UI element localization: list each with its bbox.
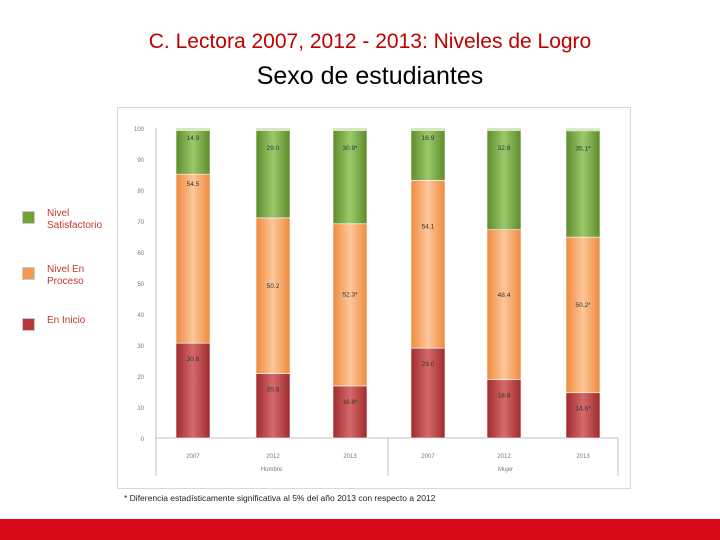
bar-cap <box>256 128 290 131</box>
y-tick-label: 90 <box>137 158 144 164</box>
legend-item-inicio: En Inicio <box>22 315 117 331</box>
data-label-inicio: 18.8 <box>498 393 511 400</box>
bar-segment-inicio <box>175 342 211 439</box>
bar-cap <box>411 128 445 131</box>
y-tick-label: 80 <box>137 189 144 195</box>
bar-segment-proceso <box>332 223 368 387</box>
bar-segment-inicio <box>486 379 522 439</box>
chart-area: 0 10 20 30 40 50 60 70 80 90 100 30.6 20.8 16.8* 29.0 1… <box>117 107 631 489</box>
legend-label-proceso: Nivel En Proceso <box>47 264 85 287</box>
bar-segment-satisfactorio <box>486 127 522 230</box>
y-tick-label: 60 <box>137 251 144 257</box>
data-label-satisfactorio: 35.1* <box>575 145 591 152</box>
data-label-satisfactorio: 30.9* <box>342 145 358 152</box>
bar-segment-inicio <box>255 373 291 439</box>
data-label-proceso: 54.5 <box>187 181 200 188</box>
data-label-satisfactorio: 32.8 <box>498 145 511 152</box>
legend-label-satisfactorio: Nivel Satisfactorio <box>47 208 103 231</box>
legend-swatch-inicio <box>22 318 35 331</box>
bar-segment-inicio <box>332 385 368 439</box>
data-label-inicio: 16.8* <box>342 399 358 406</box>
bar-cap <box>333 128 367 131</box>
bar-segment-inicio <box>565 392 601 439</box>
bar-segment-satisfactorio <box>255 127 291 219</box>
bar-segment-satisfactorio <box>332 127 368 225</box>
data-label-proceso: 52.3* <box>342 292 358 299</box>
x-tick-label: 2013 <box>343 454 357 460</box>
y-tick-label: 100 <box>134 127 145 133</box>
x-group-label: Hombre <box>261 467 283 473</box>
bar-cap <box>566 128 600 132</box>
bar-segment-proceso <box>565 236 601 394</box>
bottom-bar <box>0 519 720 540</box>
x-tick-label: 2007 <box>186 454 200 460</box>
data-label-proceso: 54.1 <box>422 223 435 230</box>
chart-subtitle: Sexo de estudiantes <box>256 62 484 90</box>
y-tick-label: 70 <box>137 220 144 226</box>
legend-item-proceso: Nivel En Proceso <box>22 264 117 288</box>
data-label-inicio: 29.0 <box>422 361 435 368</box>
bar-segment-proceso <box>486 229 522 381</box>
x-tick-label: 2013 <box>576 454 590 460</box>
data-label-satisfactorio: 14.9 <box>187 135 200 142</box>
x-tick-label: 2007 <box>421 454 435 460</box>
bar-segment-proceso <box>175 173 211 344</box>
data-label-inicio: 30.6 <box>187 356 200 363</box>
legend-label-inicio: En Inicio <box>47 315 86 326</box>
x-group-label: Mujer <box>498 467 513 473</box>
legend-swatch-satisfactorio <box>22 211 35 224</box>
y-tick-label: 50 <box>137 282 144 288</box>
data-label-proceso: 50.2 <box>267 283 280 290</box>
bar-segment-inicio <box>410 347 446 439</box>
data-label-proceso: 48.4 <box>498 292 511 299</box>
bar-cap <box>176 128 210 131</box>
y-tick-label: 0 <box>141 437 145 443</box>
data-label-inicio: 20.8 <box>267 387 280 394</box>
y-tick-label: 40 <box>137 313 144 319</box>
bar-segment-proceso <box>255 217 291 374</box>
data-label-inicio: 14.6* <box>575 406 591 413</box>
y-tick-label: 20 <box>137 375 144 381</box>
data-label-proceso: 50.2* <box>575 302 591 309</box>
bar-segment-satisfactorio <box>410 127 446 181</box>
bar-segment-proceso <box>410 180 446 349</box>
y-tick-label: 10 <box>137 406 144 412</box>
data-label-satisfactorio: 16.9 <box>422 135 435 142</box>
chart-title: C. Lectora 2007, 2012 - 2013: Niveles de… <box>148 30 592 53</box>
x-tick-label: 2012 <box>266 454 280 460</box>
legend-item-satisfactorio: Nivel Satisfactorio <box>22 208 117 232</box>
x-tick-label: 2012 <box>497 454 511 460</box>
bar-cap <box>487 128 521 131</box>
y-tick-label: 30 <box>137 344 144 350</box>
bar-segment-satisfactorio <box>175 127 211 175</box>
legend-swatch-proceso <box>22 267 35 280</box>
stacked-bar-chart: 0 10 20 30 40 50 60 70 80 90 100 30.6 20.8 16.8* 29.0 1… <box>134 127 619 476</box>
footnote: * Diferencia estadísticamente significat… <box>124 493 436 503</box>
data-label-satisfactorio: 29.0 <box>267 145 280 152</box>
bar-segment-satisfactorio <box>565 128 601 238</box>
